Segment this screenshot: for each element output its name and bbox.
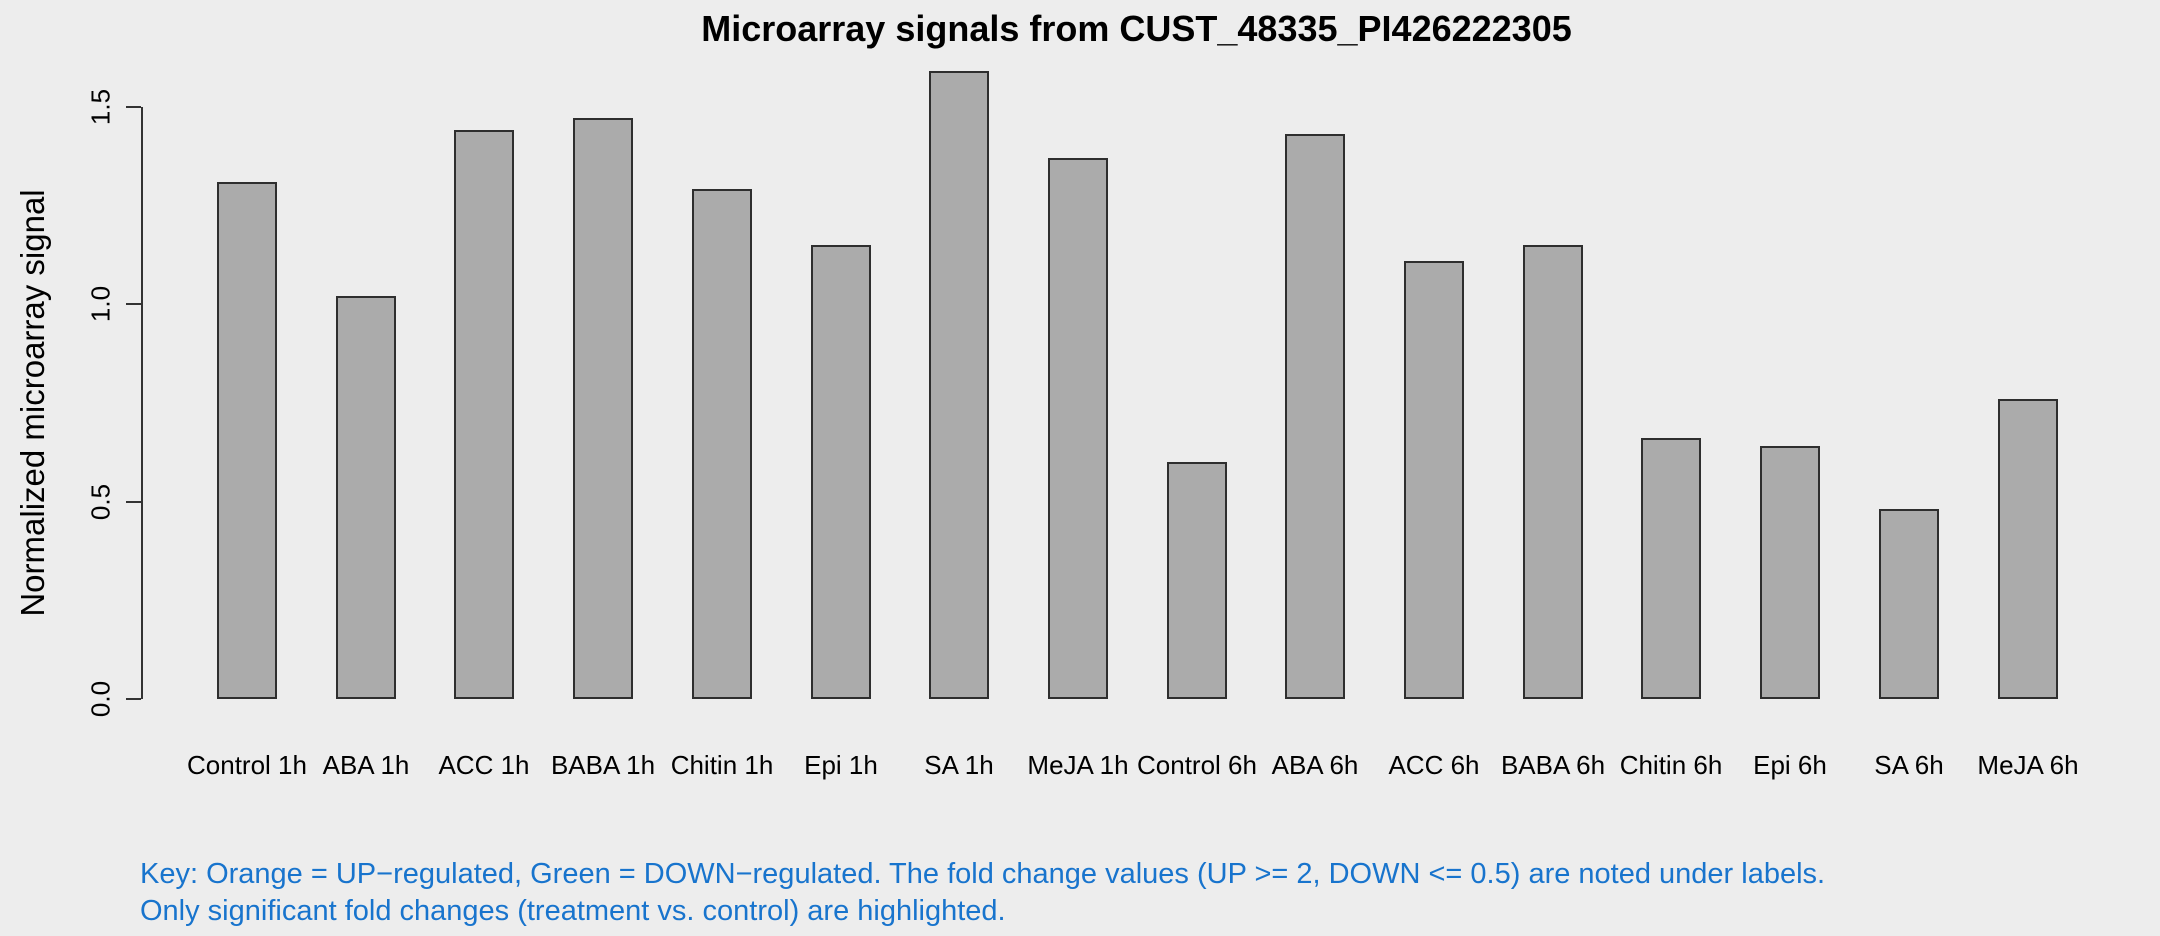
bar-meja-1h [1048, 158, 1108, 699]
x-axis-label-epi-1h: Epi 1h [804, 750, 878, 780]
chart-key-line1: Key: Orange = UP−regulated, Green = DOWN… [140, 858, 1826, 890]
x-axis-label-meja-1h: MeJA 1h [1027, 750, 1129, 780]
x-axis-label-baba-6h: BABA 6h [1500, 750, 1606, 780]
x-axis-label-chitin-1h: Chitin 1h [670, 750, 774, 780]
y-tick-mark-1.0 [126, 303, 141, 305]
x-axis-label-sa-1h: SA 1h [924, 750, 994, 780]
bar-baba-6h [1523, 245, 1583, 699]
bar-chitin-6h [1641, 438, 1701, 699]
x-axis-label-acc-1h: ACC 1h [438, 750, 530, 780]
x-axis-label-chitin-6h: Chitin 6h [1619, 750, 1723, 780]
y-tick-mark-1.5 [126, 105, 141, 108]
x-axis-label-baba-1h: BABA 1h [550, 750, 656, 780]
bar-control-1h [217, 182, 277, 699]
chart-title: Microarray signals from CUST_48335_PI426… [701, 8, 1572, 49]
x-axis-label-aba-1h: ABA 1h [322, 750, 410, 780]
bar-epi-1h [811, 245, 871, 699]
y-tick-label-0.0: 0.0 [85, 680, 116, 718]
x-axis-label-sa-6h: SA 6h [1874, 750, 1944, 780]
x-axis-label-aba-6h: ABA 6h [1271, 750, 1359, 780]
bar-baba-1h [573, 118, 633, 699]
y-tick-mark-0.0 [126, 698, 141, 700]
bar-acc-1h [454, 130, 514, 699]
bar-chitin-1h [692, 189, 752, 699]
bar-sa-1h [929, 71, 989, 699]
y-tick-label-0.5: 0.5 [85, 483, 116, 520]
x-axis-label-control-6h: Control 6h [1137, 750, 1257, 780]
x-axis-label-acc-6h: ACC 6h [1388, 750, 1480, 780]
y-tick-mark-0.5 [126, 500, 141, 503]
bar-sa-6h [1879, 509, 1939, 699]
x-axis-label-control-1h: Control 1h [187, 750, 307, 780]
y-tick-label-1.5: 1.5 [85, 88, 116, 125]
y-tick-label-1.0: 1.0 [85, 285, 116, 323]
y-axis [141, 107, 143, 699]
bar-aba-1h [336, 296, 396, 699]
bar-acc-6h [1404, 261, 1464, 699]
chart-key-line2: Only significant fold changes (treatment… [140, 895, 1006, 927]
x-axis-label-epi-6h: Epi 6h [1753, 750, 1827, 780]
bar-control-6h [1167, 462, 1227, 699]
y-axis-label: Normalized microarray signal [14, 189, 51, 617]
chart-key: Key: Orange = UP−regulated, Green = DOWN… [140, 856, 2040, 930]
bar-aba-6h [1285, 134, 1345, 699]
x-axis-label-meja-6h: MeJA 6h [1977, 750, 2079, 780]
bar-meja-6h [1998, 399, 2058, 699]
bar-epi-6h [1760, 446, 1820, 699]
